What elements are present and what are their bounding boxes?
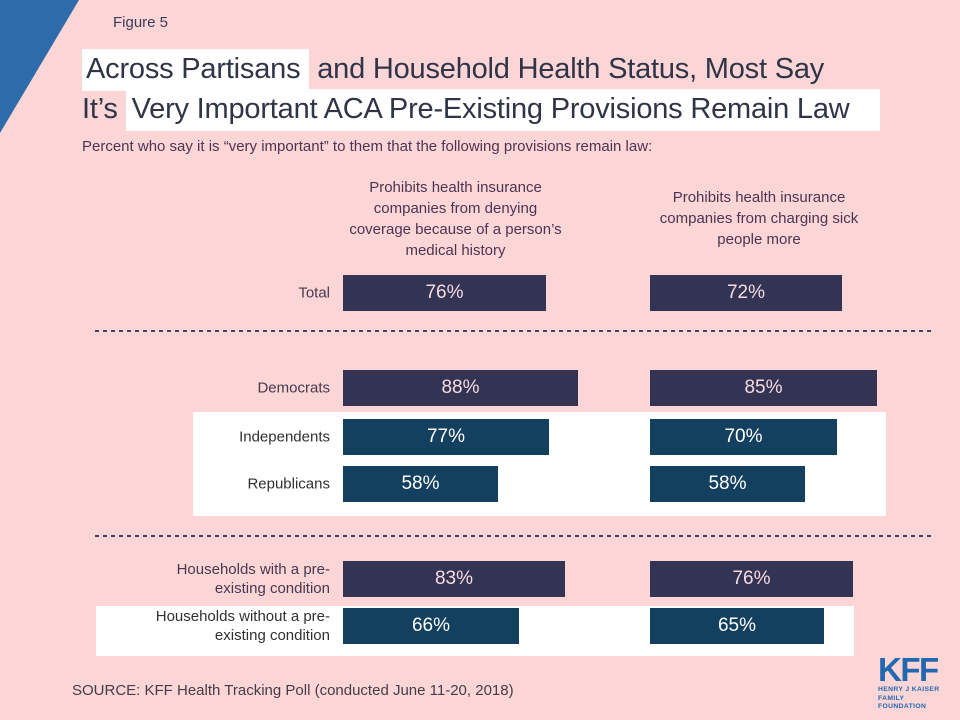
row-label: Households without a pre- existing condi… xyxy=(155,608,330,644)
bar-value-label: 70% xyxy=(724,426,763,447)
title-highlighted-text: Across Partisans xyxy=(82,49,310,91)
bar-value-label: 88% xyxy=(441,377,480,398)
bar-households-with-col1: 83% xyxy=(343,561,565,597)
column-header-denying-coverage: Prohibits health insurance companies fro… xyxy=(349,179,562,259)
dashed-separator xyxy=(95,535,932,537)
kff-logo: KFF HENRY J KAISER FAMILY FOUNDATION xyxy=(878,651,953,711)
bar-value-label: 58% xyxy=(401,473,440,494)
kff-logo-subtext-line1: HENRY J KAISER xyxy=(878,686,940,693)
bar-value-label: 58% xyxy=(708,473,747,494)
title-highlighted-text: Very Important ACA Pre-Existing Provisio… xyxy=(125,89,880,131)
title-text: It’s xyxy=(82,93,126,125)
row-label: Households with a pre- existing conditio… xyxy=(176,561,330,597)
bar-value-label: 72% xyxy=(726,282,766,303)
chart-subtitle: Percent who say it is “very important” t… xyxy=(82,138,653,155)
bar-value-label: 85% xyxy=(744,377,783,398)
slide-title-line1: Across Partisans and Household Health St… xyxy=(82,49,825,91)
bar-independents-col1: 77% xyxy=(343,419,549,455)
source-note: SOURCE: KFF Health Tracking Poll (conduc… xyxy=(72,682,514,699)
bar-value-label: 76% xyxy=(425,282,464,303)
bar-total-col2: 72% xyxy=(650,275,842,311)
bar-total-col1: 76% xyxy=(343,275,546,311)
bar-value-label: 76% xyxy=(732,568,771,589)
chart-row-total: Total 76% 72% xyxy=(0,275,960,311)
bar-households-without-col1: 66% xyxy=(343,608,519,644)
title-text: and Household Health Status, Most Say xyxy=(309,53,825,85)
bar-independents-col2: 70% xyxy=(650,419,837,455)
bar-value-label: 65% xyxy=(717,615,757,636)
bar-republicans-col1: 58% xyxy=(343,466,498,502)
row-label: Republicans xyxy=(247,475,330,493)
bar-value-label: 83% xyxy=(434,568,474,589)
bar-households-without-col2: 65% xyxy=(650,608,824,644)
chart-row-independents: Independents 77% 70% xyxy=(0,419,960,455)
kff-logo-text: KFF xyxy=(878,651,939,688)
row-label: Total xyxy=(298,284,330,302)
chart-row-republicans: Republicans 58% 58% xyxy=(0,466,960,502)
row-label: Independents xyxy=(239,428,330,446)
dashed-separator xyxy=(95,330,932,332)
bar-value-label: 77% xyxy=(426,426,466,447)
column-header-charging-more: Prohibits health insurance companies fro… xyxy=(659,189,859,248)
bar-democrats-col2: 85% xyxy=(650,370,877,406)
row-label: Democrats xyxy=(257,379,330,397)
chart-row-households-with-condition: Households with a pre- existing conditio… xyxy=(0,561,960,597)
chart-row-democrats: Democrats 88% 85% xyxy=(0,370,960,406)
kff-logo-subtext-line2: FAMILY FOUNDATION xyxy=(878,695,927,710)
chart-row-households-without-condition: Households without a pre- existing condi… xyxy=(0,608,960,644)
bar-democrats-col1: 88% xyxy=(343,370,578,406)
figure-label: Figure 5 xyxy=(113,14,169,31)
corner-triangle-decoration xyxy=(0,0,79,133)
bar-value-label: 66% xyxy=(411,615,451,636)
slide-title-line2: It’s Very Important ACA Pre-Existing Pro… xyxy=(82,89,880,131)
bar-households-with-col2: 76% xyxy=(650,561,853,597)
bar-republicans-col2: 58% xyxy=(650,466,805,502)
